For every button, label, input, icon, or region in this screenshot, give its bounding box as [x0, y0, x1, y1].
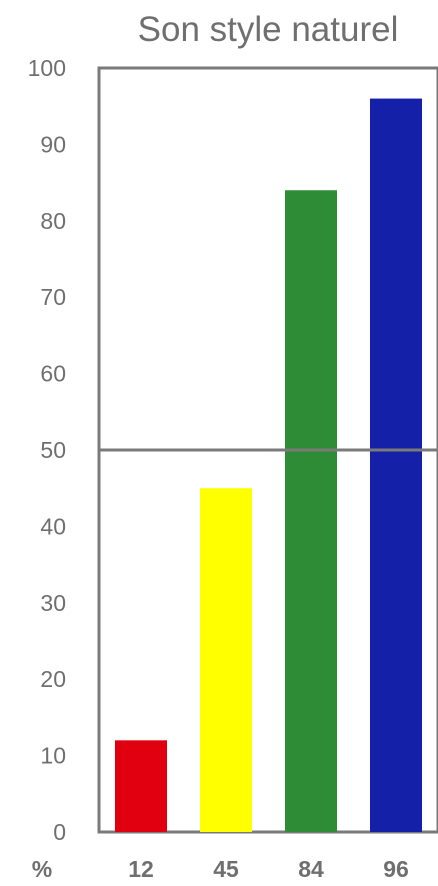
x-axis-labels: 12 45 84 96 [128, 856, 409, 882]
bar-96 [370, 98, 422, 832]
y-tick-label-100: 100 [28, 55, 66, 81]
x-category-label-84: 84 [298, 856, 324, 882]
y-tick-label-20: 20 [40, 666, 66, 692]
x-category-label-96: 96 [383, 856, 409, 882]
y-tick-label-50: 50 [40, 437, 66, 463]
bar-12 [115, 740, 167, 832]
y-axis-ticks: 0 10 20 30 40 50 60 70 80 90 100 [28, 55, 66, 845]
y-tick-label-90: 90 [40, 131, 66, 157]
y-tick-label-0: 0 [53, 819, 66, 845]
x-category-label-45: 45 [213, 856, 239, 882]
x-category-label-12: 12 [128, 856, 154, 882]
y-tick-label-40: 40 [40, 513, 66, 539]
bars-layer [115, 98, 422, 833]
chart-title: Son style naturel [138, 10, 399, 49]
y-tick-label-70: 70 [40, 284, 66, 310]
bar-84 [285, 190, 337, 833]
y-tick-label-80: 80 [40, 208, 66, 234]
bar-45 [200, 488, 252, 832]
y-tick-label-10: 10 [40, 743, 66, 769]
x-axis-percent-label: % [32, 856, 52, 882]
y-tick-label-30: 30 [40, 590, 66, 616]
y-tick-label-60: 60 [40, 361, 66, 387]
